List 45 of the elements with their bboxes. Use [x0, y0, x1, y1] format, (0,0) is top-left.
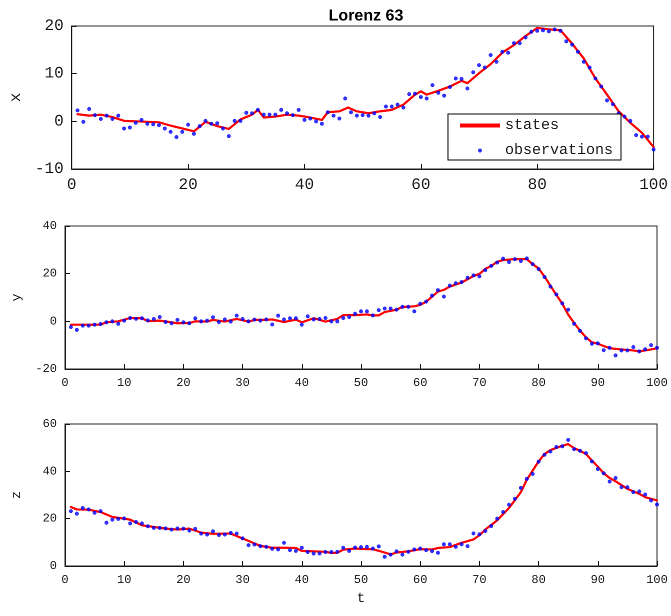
x-tick-label: 40: [294, 376, 310, 390]
x-tick-label: 50: [354, 376, 368, 390]
y-tick-label: 10: [44, 64, 64, 83]
y-tick-label: 40: [42, 219, 57, 233]
y-tick-label: 40: [42, 464, 57, 478]
x-tick-label: 60: [412, 376, 428, 390]
x-tick-label: 60: [411, 176, 430, 194]
y-tick-label: 20: [42, 266, 57, 281]
x-tick-label: 80: [531, 573, 546, 587]
y-tick-label: -20: [35, 362, 57, 376]
y-axis-title: x: [7, 92, 25, 102]
y-tick-label: 60: [42, 417, 57, 431]
x-tick-label: 90: [590, 573, 606, 587]
chart-title: Lorenz 63: [328, 8, 404, 24]
x-tick-label: 30: [235, 573, 250, 587]
x-tick-label: 100: [639, 176, 668, 194]
x-axis-title: t: [356, 591, 366, 607]
y-tick-label: -10: [34, 160, 64, 178]
x-tick-label: 10: [116, 573, 132, 587]
y-tick-label: 0: [50, 314, 57, 328]
y-axis-title: y: [9, 293, 24, 302]
x-tick-label: 30: [235, 376, 250, 390]
x-tick-label: 100: [646, 376, 668, 390]
x-tick-label: 90: [590, 376, 606, 390]
x-tick-label: 80: [531, 376, 546, 390]
x-tick-label: 10: [116, 376, 132, 390]
y-tick-label: 0: [54, 112, 64, 130]
x-tick-label: 60: [412, 573, 428, 587]
x-tick-label: 40: [294, 176, 314, 194]
y-tick-label: 0: [50, 559, 57, 573]
x-tick-label: 100: [646, 573, 668, 587]
x-tick-label: 20: [176, 376, 191, 390]
x-tick-label: 70: [472, 573, 487, 587]
x-tick-label: 20: [178, 176, 198, 194]
x-tick-label: 80: [528, 176, 547, 194]
x-tick-label: 50: [354, 573, 368, 587]
x-tick-label: 70: [472, 376, 487, 390]
y-axis-title: z: [9, 491, 24, 499]
legend-label: states: [504, 117, 559, 134]
x-tick-label: 40: [294, 573, 310, 587]
x-tick-label: 20: [176, 573, 191, 587]
y-tick-label: 20: [42, 512, 57, 526]
legend-label: observations: [504, 142, 614, 159]
y-tick-label: 20: [44, 17, 64, 35]
x-tick-label: 0: [66, 176, 77, 194]
